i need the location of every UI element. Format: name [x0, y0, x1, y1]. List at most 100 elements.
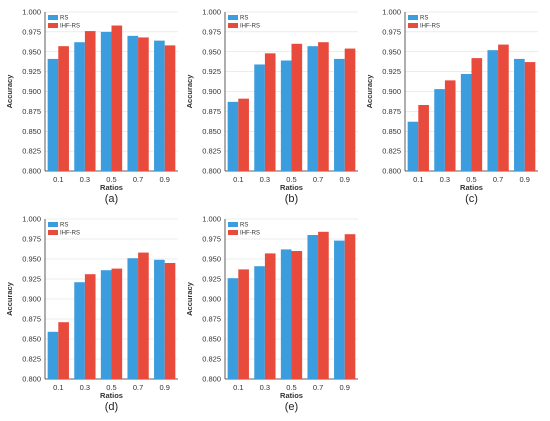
x-tick-label: 0.5	[286, 175, 296, 184]
y-tick-label: 0.900	[382, 87, 401, 96]
x-axis-title: Ratios	[460, 183, 483, 192]
panel-label: (c)	[465, 193, 478, 205]
bar-rs-0.3	[74, 42, 85, 172]
legend-label: IHF-RS	[420, 24, 440, 30]
legend-swatch-ihf-rs	[48, 230, 58, 235]
bar-rs-0.9	[334, 58, 345, 171]
bar-rs-0.1	[227, 101, 239, 171]
chart-panel-a: 0.800 0.825 0.850 0.875 0.900 0.925 0.950 0.975…	[5, 8, 178, 205]
y-tick-label: 1.000	[382, 8, 401, 17]
legend-swatch-ihf-rs	[408, 23, 418, 28]
y-tick-label: 0.850	[22, 335, 41, 344]
legend-swatch-ihf-rs	[48, 23, 58, 28]
legend-label: IHF-RS	[240, 231, 260, 237]
bar-rs-0.1	[47, 58, 59, 171]
legend-swatch-rs	[408, 15, 418, 20]
panel-label: (e)	[285, 401, 298, 413]
legend-swatch-ihf-rs	[228, 230, 238, 235]
x-tick-label: 0.3	[260, 175, 270, 184]
y-axis-title: Accuracy	[5, 74, 14, 109]
legend-label: IHF-RS	[60, 24, 80, 30]
y-tick-label: 0.975	[202, 235, 221, 244]
bar-rs-0.5	[280, 249, 292, 379]
y-tick-label: 0.950	[202, 47, 221, 56]
bar-ihf-rs-0.9	[344, 234, 356, 379]
bar-ihf-rs-0.5	[291, 251, 303, 379]
legend-label: RS	[60, 223, 68, 229]
x-tick-label: 0.1	[53, 175, 63, 184]
x-tick-label: 0.9	[339, 175, 349, 184]
y-tick-label: 0.950	[202, 255, 221, 264]
x-tick-label: 0.3	[440, 175, 450, 184]
y-tick-label: 0.975	[22, 27, 41, 36]
y-tick-label: 1.000	[202, 215, 221, 224]
x-tick-label: 0.5	[466, 175, 476, 184]
y-tick-label: 0.850	[22, 127, 41, 136]
bar-ihf-rs-0.9	[164, 263, 176, 379]
y-tick-label: 0.925	[382, 67, 401, 76]
y-tick-label: 0.825	[202, 147, 221, 156]
y-tick-label: 0.975	[22, 235, 41, 244]
legend-swatch-rs	[228, 15, 238, 20]
x-tick-label: 0.7	[313, 383, 323, 392]
chart-panel-b: 0.800 0.825 0.850 0.875 0.900 0.925 0.950 0.975…	[185, 8, 358, 205]
bar-rs-0.7	[127, 35, 139, 171]
bar-rs-0.3	[254, 64, 265, 171]
bar-rs-0.7	[307, 235, 319, 379]
y-tick-label: 0.950	[22, 47, 41, 56]
legend-label: RS	[60, 16, 68, 22]
y-tick-label: 1.000	[22, 8, 41, 17]
bar-ihf-rs-0.1	[58, 46, 69, 172]
chart-panel-e: 0.800 0.825 0.850 0.875 0.900 0.925 0.950 0.975…	[185, 215, 358, 413]
x-tick-label: 0.7	[313, 175, 323, 184]
bar-ihf-rs-0.1	[238, 269, 249, 379]
x-axis-title: Ratios	[100, 183, 123, 192]
x-tick-label: 0.9	[339, 383, 349, 392]
y-tick-label: 0.975	[382, 27, 401, 36]
y-tick-label: 0.950	[382, 47, 401, 56]
panel-label: (a)	[105, 193, 118, 205]
bar-ihf-rs-0.5	[291, 43, 303, 171]
y-tick-label: 0.950	[22, 255, 41, 264]
y-tick-label: 0.850	[202, 127, 221, 136]
bar-ihf-rs-0.9	[344, 48, 356, 171]
bar-ihf-rs-0.3	[264, 53, 276, 172]
y-axis-title: Accuracy	[185, 281, 194, 316]
bar-ihf-rs-0.5	[471, 58, 483, 171]
x-tick-label: 0.3	[260, 383, 270, 392]
panel-label: (d)	[105, 401, 118, 413]
bar-ihf-rs-0.3	[84, 31, 96, 171]
y-axis-title: Accuracy	[185, 74, 194, 109]
bar-rs-0.5	[100, 31, 112, 171]
y-tick-label: 0.825	[22, 147, 41, 156]
y-tick-label: 0.800	[382, 167, 401, 176]
bar-ihf-rs-0.3	[84, 274, 96, 379]
y-tick-label: 0.900	[202, 295, 221, 304]
y-tick-label: 0.925	[22, 275, 41, 284]
bar-ihf-rs-0.7	[318, 231, 329, 379]
bar-rs-0.3	[74, 282, 85, 379]
chart-panel-d: 0.800 0.825 0.850 0.875 0.900 0.925 0.950 0.975…	[5, 215, 178, 413]
bar-ihf-rs-0.7	[498, 44, 509, 171]
bar-rs-0.1	[227, 278, 239, 379]
bar-rs-0.7	[127, 258, 139, 379]
bar-rs-0.1	[407, 121, 419, 171]
legend-label: RS	[420, 16, 428, 22]
bar-ihf-rs-0.7	[318, 42, 329, 172]
bar-ihf-rs-0.9	[164, 45, 176, 171]
bar-rs-0.7	[307, 46, 319, 172]
y-tick-label: 0.825	[202, 355, 221, 364]
x-tick-label: 0.5	[106, 383, 116, 392]
y-tick-label: 0.800	[202, 375, 221, 384]
x-tick-label: 0.5	[286, 383, 296, 392]
y-tick-label: 0.925	[202, 67, 221, 76]
y-tick-label: 0.875	[202, 315, 221, 324]
x-tick-label: 0.3	[80, 175, 90, 184]
bar-ihf-rs-0.5	[111, 25, 123, 171]
bar-rs-0.9	[154, 40, 165, 172]
y-tick-label: 0.825	[22, 355, 41, 364]
bar-ihf-rs-0.3	[264, 253, 276, 379]
y-tick-label: 0.850	[382, 127, 401, 136]
y-tick-label: 0.925	[202, 275, 221, 284]
y-tick-label: 0.875	[202, 107, 221, 116]
